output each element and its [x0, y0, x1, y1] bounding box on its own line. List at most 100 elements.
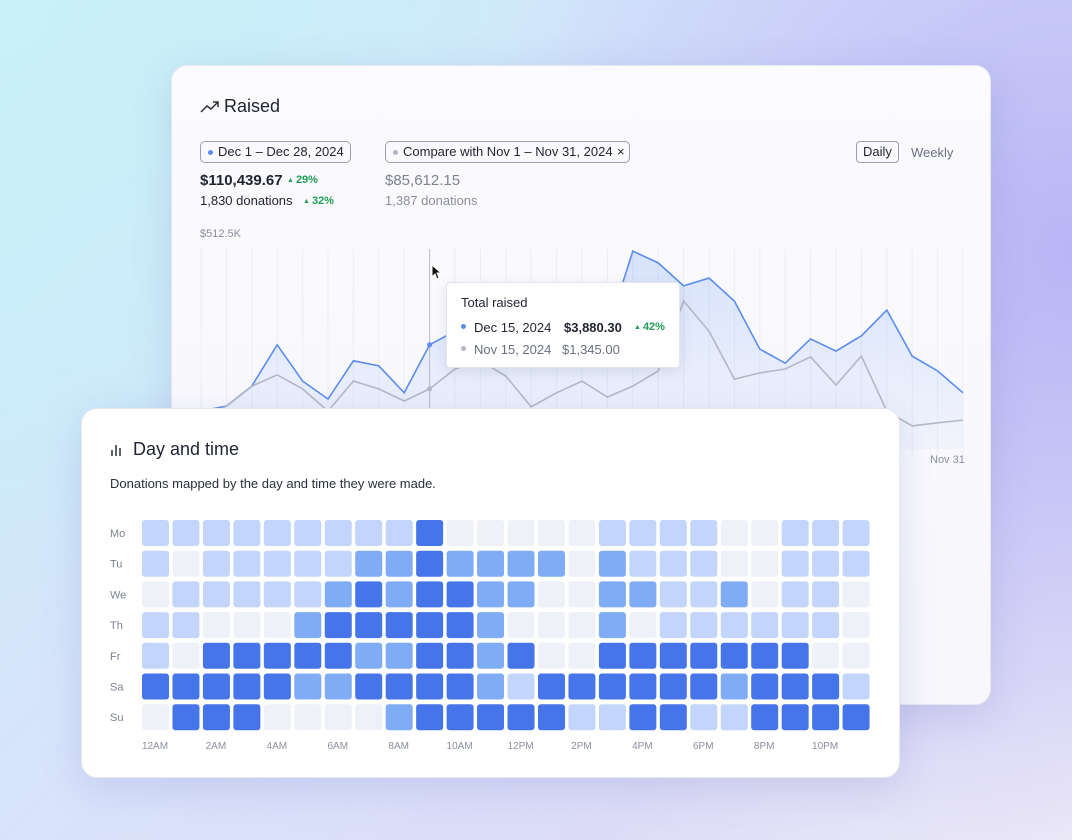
- heat-cell: [629, 520, 657, 546]
- heat-cell: [202, 642, 230, 669]
- heat-cell: [781, 520, 809, 546]
- previous-donations: 1,387 donations: [385, 193, 478, 208]
- heat-cell: [172, 612, 200, 639]
- heat-cell: [324, 520, 352, 546]
- heat-cell: [477, 704, 505, 731]
- heat-cell: [598, 520, 626, 546]
- column-label: 4AM: [267, 741, 288, 752]
- heat-cell: [812, 642, 840, 669]
- column-label: 10AM: [447, 741, 473, 752]
- heat-cell: [537, 550, 565, 577]
- heat-cell: [355, 520, 383, 546]
- tooltip-title: Total raised: [461, 295, 528, 310]
- heat-cell: [294, 520, 322, 546]
- tooltip-date: Dec 15, 2024: [474, 320, 552, 335]
- heat-cell: [812, 550, 840, 577]
- heat-cell: [751, 550, 779, 577]
- heat-cell: [202, 550, 230, 577]
- heat-cell: [385, 520, 413, 546]
- heat-cell: [294, 704, 322, 731]
- heat-cell: [142, 520, 169, 546]
- heat-cell: [842, 550, 870, 577]
- heat-cell: [416, 673, 444, 700]
- cursor: [431, 264, 443, 280]
- weekly-toggle[interactable]: Weekly: [911, 145, 954, 160]
- heat-cell: [568, 581, 596, 608]
- heat-cell: [477, 520, 505, 546]
- heat-cell: [720, 612, 748, 639]
- column-label: 8PM: [754, 741, 775, 752]
- heat-cell: [355, 704, 383, 731]
- heat-cell: [142, 612, 169, 639]
- y-tick-label: $512.5K: [200, 228, 242, 240]
- heat-cell: [629, 642, 657, 669]
- tooltip-date: Nov 15, 2024: [474, 342, 552, 357]
- heat-cell: [568, 520, 596, 546]
- date-range-text: Dec 1 – Dec 28, 2024: [218, 144, 344, 159]
- date-range[interactable]: Dec 1 – Dec 28, 2024: [200, 141, 351, 163]
- heat-cell: [233, 612, 261, 639]
- heat-cell: [446, 673, 474, 700]
- heat-cell: [233, 673, 261, 700]
- heat-cell: [324, 704, 352, 731]
- heat-cell: [446, 642, 474, 669]
- heat-cell: [812, 704, 840, 731]
- heat-cell: [629, 550, 657, 577]
- heat-cell: [263, 581, 291, 608]
- heat-cell: [142, 550, 169, 577]
- heat-cell: [202, 612, 230, 639]
- heat-cell: [294, 673, 322, 700]
- heat-cell: [812, 581, 840, 608]
- heat-cell: [720, 520, 748, 546]
- heat-cell: [842, 581, 870, 608]
- heatmap: Mo Tu We Th Fr Sa Su 12AM 2AM 4AM 6AM 8AM 10AM 12PM 2P…: [110, 520, 870, 752]
- heat-cell: [537, 612, 565, 639]
- row-label: Tu: [110, 559, 122, 571]
- heat-cell: [812, 520, 840, 546]
- heat-cell: [537, 581, 565, 608]
- heat-cell: [751, 704, 779, 731]
- column-label: 6AM: [327, 741, 348, 752]
- heat-cell: [172, 581, 200, 608]
- heat-cell: [690, 673, 718, 700]
- heat-cell: [263, 642, 291, 669]
- heat-cell: [172, 550, 200, 577]
- heat-cell: [598, 642, 626, 669]
- column-label: 4PM: [632, 741, 653, 752]
- heat-cell: [537, 520, 565, 546]
- total-change: 29%: [287, 174, 318, 186]
- heat-cell: [842, 520, 870, 546]
- heat-cell: [233, 704, 261, 731]
- heat-cell: [233, 520, 261, 546]
- heat-cell: [842, 612, 870, 639]
- heat-cell: [446, 520, 474, 546]
- heat-cell: [751, 581, 779, 608]
- tooltip: Total raised Dec 15, 2024 $3,880.30 42% …: [446, 282, 680, 368]
- column-label: 12AM: [142, 741, 168, 752]
- heat-cell: [598, 550, 626, 577]
- heat-cell: [202, 673, 230, 700]
- heat-cell: [507, 612, 535, 639]
- bar-icon: [111, 445, 121, 456]
- heat-cell: [202, 581, 230, 608]
- donations-change: 32%: [303, 195, 334, 207]
- daily-toggle[interactable]: Daily: [856, 141, 899, 163]
- row-label: Sa: [110, 682, 124, 694]
- heat-cell: [142, 704, 169, 731]
- heat-cell: [751, 673, 779, 700]
- hover-point: [427, 386, 433, 392]
- heat-cell: [324, 673, 352, 700]
- heat-cell: [446, 704, 474, 731]
- trend-icon: [200, 101, 219, 113]
- compare-text: Compare with Nov 1 – Nov 31, 2024: [403, 144, 613, 159]
- compare-range[interactable]: Compare with Nov 1 – Nov 31, 2024 ×: [385, 141, 630, 163]
- heat-cell: [385, 642, 413, 669]
- heat-cell: [659, 612, 687, 639]
- heat-cell: [202, 704, 230, 731]
- heat-cell: [142, 673, 169, 700]
- heat-cell: [263, 704, 291, 731]
- heat-cell: [507, 704, 535, 731]
- heat-cell: [324, 550, 352, 577]
- close-icon[interactable]: ×: [616, 144, 625, 159]
